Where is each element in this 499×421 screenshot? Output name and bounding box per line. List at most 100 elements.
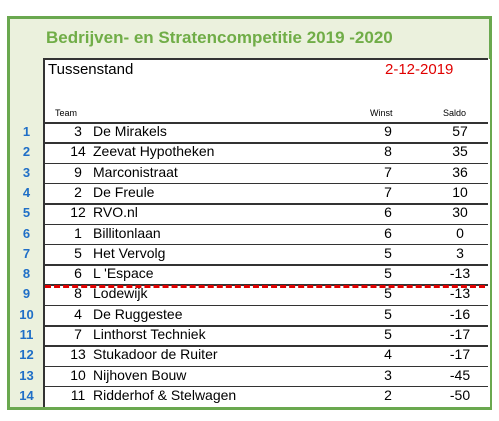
table-row: 5 12 RVO.nl 6 30 — [10, 203, 488, 223]
team-name-cell: De Ruggestee — [93, 305, 183, 322]
table-row: 8 6 L 'Espace 5 -13 — [10, 264, 488, 284]
saldo-cell: 57 — [452, 123, 468, 139]
rank-cell: 3 — [22, 164, 31, 180]
row-divider — [45, 182, 488, 185]
saldo-cell: -13 — [449, 265, 471, 282]
winst-cell: 7 — [384, 163, 392, 180]
winst-cell: 4 — [384, 346, 392, 363]
team-number-cell: 4 — [74, 305, 82, 322]
team-number-cell: 6 — [74, 265, 82, 282]
rank-cell: 5 — [22, 205, 31, 221]
column-header-team: Team — [55, 108, 78, 118]
saldo-cell: -16 — [449, 305, 471, 322]
row-divider — [45, 264, 488, 266]
row-divider — [45, 365, 488, 368]
rank-cell: 2 — [22, 144, 31, 160]
team-name-cell: Zeevat Hypotheken — [93, 143, 215, 160]
winst-cell: 6 — [384, 224, 392, 241]
team-name-cell: De Mirakels — [93, 123, 167, 139]
cutoff-line — [45, 285, 485, 288]
rank-cell: 13 — [19, 367, 34, 383]
standings-subtitle: Tussenstand — [48, 61, 134, 78]
table-row: 13 10 Nijhoven Bouw 3 -45 — [10, 365, 488, 386]
saldo-cell: 3 — [456, 244, 464, 261]
team-number-cell: 7 — [74, 326, 82, 342]
table-row: 4 2 De Freule 7 10 — [10, 182, 488, 203]
row-divider — [45, 223, 488, 225]
rank-cell: 11 — [19, 327, 34, 342]
table-row: 1 3 De Mirakels 9 57 — [10, 122, 488, 142]
team-name-cell: Billitonlaan — [93, 224, 161, 241]
rank-cell: 6 — [22, 225, 31, 241]
saldo-cell: 36 — [452, 163, 468, 180]
team-number-cell: 1 — [74, 224, 82, 241]
rank-cell: 10 — [19, 306, 34, 322]
saldo-cell: -50 — [449, 386, 471, 403]
standings-panel — [43, 59, 490, 407]
rank-column — [10, 59, 43, 407]
saldo-cell: -17 — [449, 346, 471, 363]
row-divider — [45, 122, 488, 124]
row-divider — [45, 304, 488, 307]
winst-cell: 6 — [384, 204, 392, 221]
winst-cell: 8 — [384, 143, 392, 160]
table-row: 7 5 Het Vervolg 5 3 — [10, 243, 488, 264]
column-header-winst: Winst — [370, 108, 393, 118]
team-name-cell: Lodewijk — [93, 285, 148, 302]
winst-cell: 5 — [384, 244, 392, 261]
saldo-cell: 10 — [452, 183, 468, 200]
table-row: 10 4 De Ruggestee 5 -16 — [10, 304, 488, 325]
team-name-cell: L 'Espace — [93, 265, 154, 282]
team-name-cell: Het Vervolg — [93, 244, 166, 261]
table-row: 14 11 Ridderhof & Stelwagen 2 -50 — [10, 385, 488, 406]
team-number-cell: 8 — [74, 285, 82, 302]
team-name-cell: Nijhoven Bouw — [93, 366, 187, 383]
winst-cell: 7 — [384, 183, 392, 200]
rank-cell: 1 — [22, 124, 31, 139]
column-header-saldo: Saldo — [443, 108, 467, 118]
table-row: 3 9 Marconistraat 7 36 — [10, 162, 488, 183]
team-number-cell: 13 — [70, 346, 86, 363]
team-number-cell: 5 — [74, 244, 82, 261]
team-number-cell: 2 — [74, 183, 82, 200]
winst-cell: 2 — [384, 386, 392, 403]
row-divider — [45, 345, 488, 347]
team-name-cell: De Freule — [93, 183, 155, 200]
header-divider — [43, 58, 488, 60]
row-divider — [45, 325, 488, 327]
standings-date: 2-12-2019 — [385, 61, 454, 78]
saldo-cell: -17 — [449, 326, 471, 342]
team-number-cell: 10 — [70, 366, 86, 383]
winst-cell: 5 — [384, 285, 392, 302]
winst-cell: 5 — [384, 265, 392, 282]
row-divider — [45, 142, 488, 144]
winst-cell: 9 — [384, 123, 392, 139]
table-row: 12 13 Stukadoor de Ruiter 4 -17 — [10, 345, 488, 365]
team-number-cell: 12 — [70, 204, 86, 221]
saldo-cell: 0 — [456, 224, 464, 241]
team-name-cell: Stukadoor de Ruiter — [93, 346, 218, 363]
table-row: 2 14 Zeevat Hypotheken 8 35 — [10, 142, 488, 162]
rank-cell: 12 — [19, 347, 34, 363]
winst-cell: 5 — [384, 326, 392, 342]
row-divider — [45, 385, 488, 388]
team-number-cell: 9 — [74, 163, 82, 180]
row-divider — [45, 243, 488, 246]
team-name-cell: RVO.nl — [93, 204, 138, 221]
table-row: 11 7 Linthorst Techniek 5 -17 — [10, 325, 488, 345]
winst-cell: 5 — [384, 305, 392, 322]
saldo-cell: -45 — [449, 366, 471, 383]
saldo-cell: 30 — [452, 204, 468, 221]
competition-title: Bedrijven- en Stratencompetitie 2019 -20… — [46, 28, 393, 47]
rank-cell: 4 — [22, 184, 31, 200]
team-name-cell: Linthorst Techniek — [93, 326, 206, 342]
saldo-cell: 35 — [452, 143, 468, 160]
row-divider — [45, 162, 488, 165]
rank-cell: 14 — [19, 387, 34, 403]
rank-cell: 8 — [22, 266, 31, 282]
team-name-cell: Ridderhof & Stelwagen — [93, 386, 237, 403]
rank-cell: 7 — [22, 245, 31, 261]
team-number-cell: 14 — [70, 143, 86, 160]
team-name-cell: Marconistraat — [93, 163, 178, 180]
team-number-cell: 3 — [74, 123, 82, 139]
